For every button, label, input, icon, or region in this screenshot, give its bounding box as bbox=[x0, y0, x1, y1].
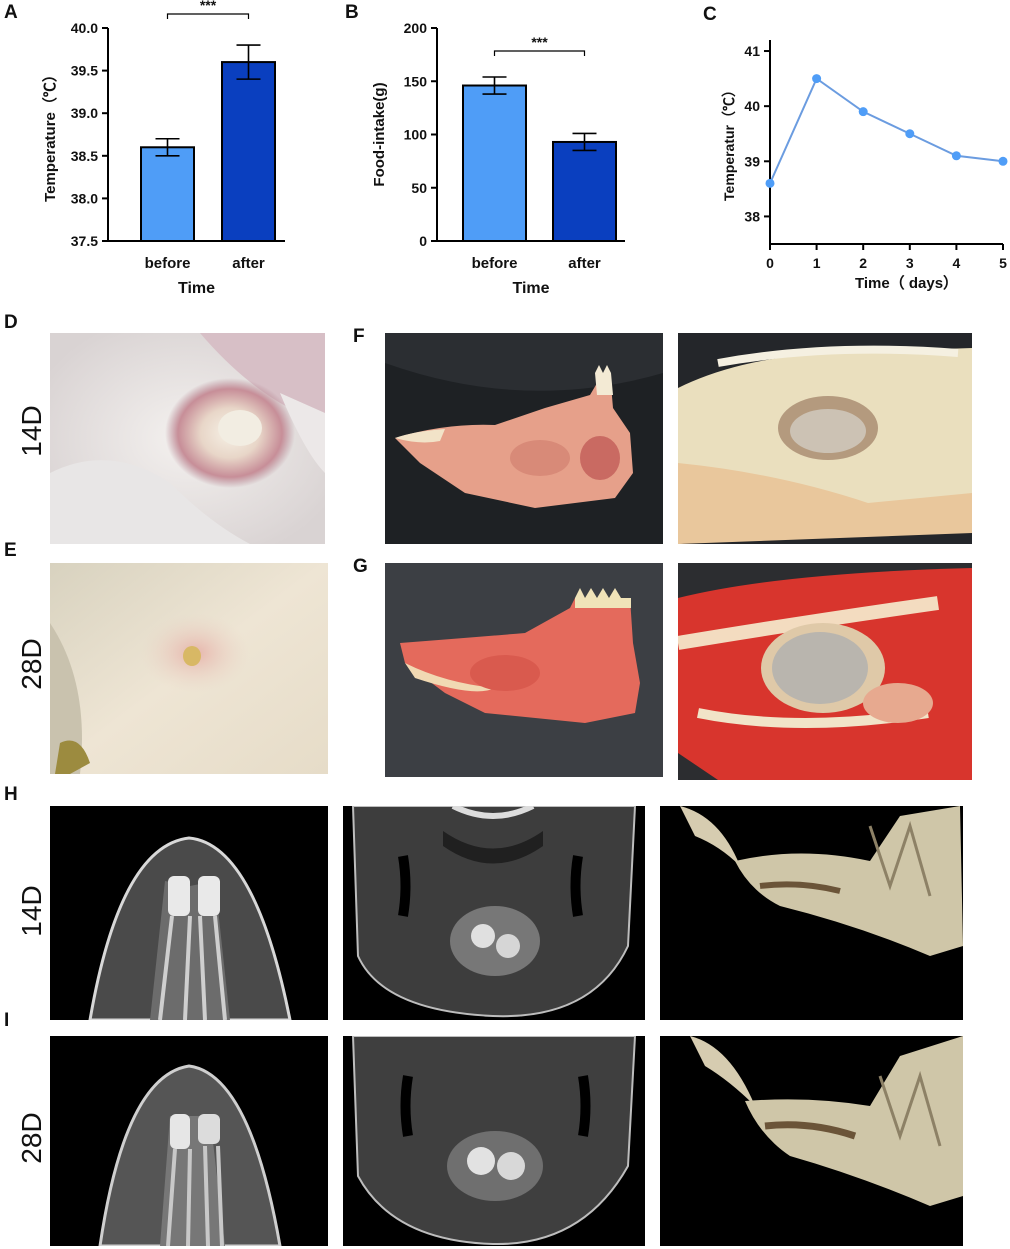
y-tick-label: 38 bbox=[744, 208, 760, 224]
x-axis-title: Time bbox=[178, 280, 215, 297]
x-tick-label: after bbox=[568, 255, 601, 272]
ct-3d-reconstruction-14d bbox=[660, 806, 963, 1020]
significance-bracket bbox=[166, 13, 250, 19]
y-tick-label: 37.5 bbox=[71, 233, 98, 249]
y-tick-label: 0 bbox=[419, 233, 427, 249]
photo-lesion-closeup-28d bbox=[678, 563, 972, 780]
panel-letter-b: B bbox=[345, 2, 359, 23]
y-tick-label: 150 bbox=[404, 73, 428, 89]
y-tick-label: 39 bbox=[744, 153, 760, 169]
y-axis-title: Temperature（℃） bbox=[41, 67, 59, 202]
photo-lesion-closeup-14d bbox=[678, 333, 972, 544]
photo-mandible-14d bbox=[385, 333, 663, 544]
photo-skin-lesion-14d bbox=[50, 333, 325, 544]
bar-before bbox=[140, 146, 195, 242]
series-line bbox=[769, 77, 1004, 184]
photo-mandible-28d bbox=[385, 563, 663, 777]
chart-c: 38 39 40 41 0 1 2 3 4 5 Time（ days） Temperatur（℃） bbox=[721, 40, 1008, 292]
row-label-i: 28D bbox=[16, 1112, 47, 1164]
x-tick-label: 1 bbox=[813, 255, 821, 271]
panel-letter-h: H bbox=[4, 784, 18, 805]
photo-skin-lesion-28d bbox=[50, 563, 328, 774]
panel-letter-e: E bbox=[4, 540, 17, 561]
x-tick-label: 5 bbox=[999, 255, 1007, 271]
y-tick-label: 39.5 bbox=[71, 63, 98, 79]
x-tick-label: 0 bbox=[766, 255, 774, 271]
bar-after bbox=[552, 140, 617, 242]
x-tick-label: 4 bbox=[953, 255, 961, 271]
y-tick-label: 40 bbox=[744, 98, 760, 114]
row-label-h: 14D bbox=[16, 885, 47, 937]
y-tick-label: 50 bbox=[411, 180, 427, 196]
x-tick-label: 2 bbox=[859, 255, 867, 271]
x-axis-title: Time bbox=[512, 280, 549, 297]
bar-after bbox=[221, 61, 276, 242]
y-axis-title: Temperatur（℃） bbox=[721, 83, 737, 201]
panel-letter-i: I bbox=[4, 1010, 10, 1031]
data-point bbox=[858, 107, 868, 117]
data-point bbox=[765, 178, 775, 188]
panel-letter-g: G bbox=[353, 556, 368, 577]
x-axis-title: Time（ days） bbox=[855, 274, 958, 292]
y-tick-label: 100 bbox=[404, 127, 428, 143]
chart-a: 37.5 38.0 38.5 39.0 39.5 40.0 before after *** Ti… bbox=[41, 0, 285, 297]
panel-letter-f: F bbox=[353, 326, 365, 347]
data-point bbox=[905, 129, 915, 139]
x-tick-label: after bbox=[232, 255, 265, 272]
y-tick-label: 41 bbox=[744, 43, 760, 59]
row-label-d: 14D bbox=[16, 405, 47, 457]
ct-coronal-28d bbox=[50, 1036, 328, 1246]
data-point bbox=[951, 151, 961, 161]
y-tick-label: 39.0 bbox=[71, 105, 98, 121]
significance-bracket bbox=[493, 50, 586, 56]
ct-3d-reconstruction-28d bbox=[660, 1036, 963, 1246]
bar-before bbox=[462, 84, 527, 243]
significance-label: *** bbox=[531, 34, 548, 50]
ct-axial-14d bbox=[343, 806, 645, 1020]
y-tick-label: 38.0 bbox=[71, 190, 98, 206]
y-axis-title: Food-intake(g) bbox=[371, 82, 388, 186]
data-point bbox=[998, 156, 1008, 166]
row-label-e: 28D bbox=[16, 638, 47, 690]
y-tick-label: 200 bbox=[404, 20, 428, 36]
ct-axial-28d bbox=[343, 1036, 645, 1246]
data-point bbox=[812, 74, 822, 84]
panel-letter-c: C bbox=[703, 4, 717, 25]
ct-coronal-14d bbox=[50, 806, 328, 1020]
x-tick-label: before bbox=[145, 255, 191, 272]
y-tick-label: 40.0 bbox=[71, 20, 98, 36]
x-tick-label: before bbox=[472, 255, 518, 272]
significance-label: *** bbox=[200, 0, 217, 13]
y-tick-label: 38.5 bbox=[71, 148, 98, 164]
panel-letter-d: D bbox=[4, 312, 18, 333]
chart-b: 0 50 100 150 200 before after *** Time Food-intak… bbox=[371, 20, 625, 297]
x-tick-label: 3 bbox=[906, 255, 914, 271]
panel-letter-a: A bbox=[4, 2, 18, 23]
